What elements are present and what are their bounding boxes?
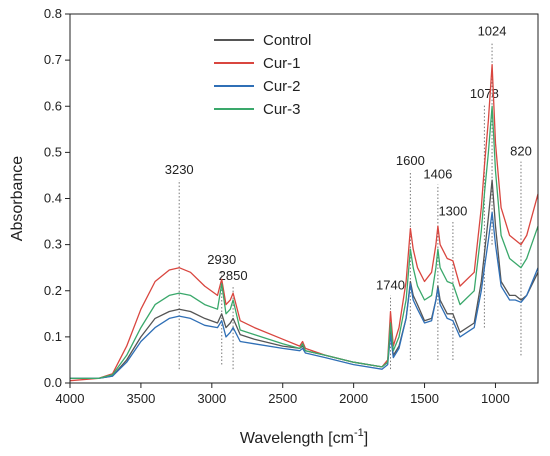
- annotation-label: 1024: [478, 24, 507, 39]
- x-tick-label: 2000: [339, 391, 368, 406]
- annotation-label: 2850: [219, 268, 248, 283]
- annotation-label: 2930: [207, 252, 236, 267]
- legend-label: Cur-2: [263, 78, 301, 95]
- y-tick-label: 0.1: [44, 329, 62, 344]
- annotation-label: 3230: [165, 162, 194, 177]
- x-tick-label: 4000: [56, 391, 85, 406]
- series-line-cur-3: [70, 105, 539, 380]
- x-axis-title: Wavelength [cm-1]: [240, 427, 368, 447]
- annotation-label: 1740: [376, 277, 405, 292]
- y-tick-label: 0.8: [44, 6, 62, 21]
- y-tick-label: 0.6: [44, 98, 62, 113]
- annotation-label: 1600: [396, 153, 425, 168]
- annotation-label: 1078: [470, 86, 499, 101]
- y-tick-label: 0.4: [44, 191, 62, 206]
- x-tick-label: 2500: [268, 391, 297, 406]
- x-tick-label: 1000: [481, 391, 510, 406]
- y-tick-label: 0.2: [44, 283, 62, 298]
- tick-layer: 4000 3500 3000 2500 2000 1500 1000 0.0 0.1 0.2 0.3…: [44, 6, 510, 406]
- y-axis-title: Absorbance: [9, 156, 26, 241]
- y-tick-label: 0.0: [44, 375, 62, 390]
- series-line-cur-2: [70, 211, 539, 380]
- legend-label: Control: [263, 32, 311, 49]
- series-layer: [69, 64, 539, 382]
- legend-label: Cur-1: [263, 55, 301, 72]
- y-tick-label: 0.5: [44, 144, 62, 159]
- annotation-label: 1300: [438, 204, 467, 219]
- series-line-cur-1: [69, 64, 539, 382]
- x-tick-label: 1500: [410, 391, 439, 406]
- x-tick-label: 3500: [126, 391, 155, 406]
- annotation-label: 1406: [423, 167, 452, 182]
- x-tick-label: 3000: [197, 391, 226, 406]
- y-tick-label: 0.7: [44, 52, 62, 67]
- annotation-label: 820: [510, 144, 532, 159]
- legend: Control Cur-1 Cur-2 Cur-3: [214, 32, 311, 118]
- y-tick-label: 0.3: [44, 237, 62, 252]
- legend-label: Cur-3: [263, 101, 301, 118]
